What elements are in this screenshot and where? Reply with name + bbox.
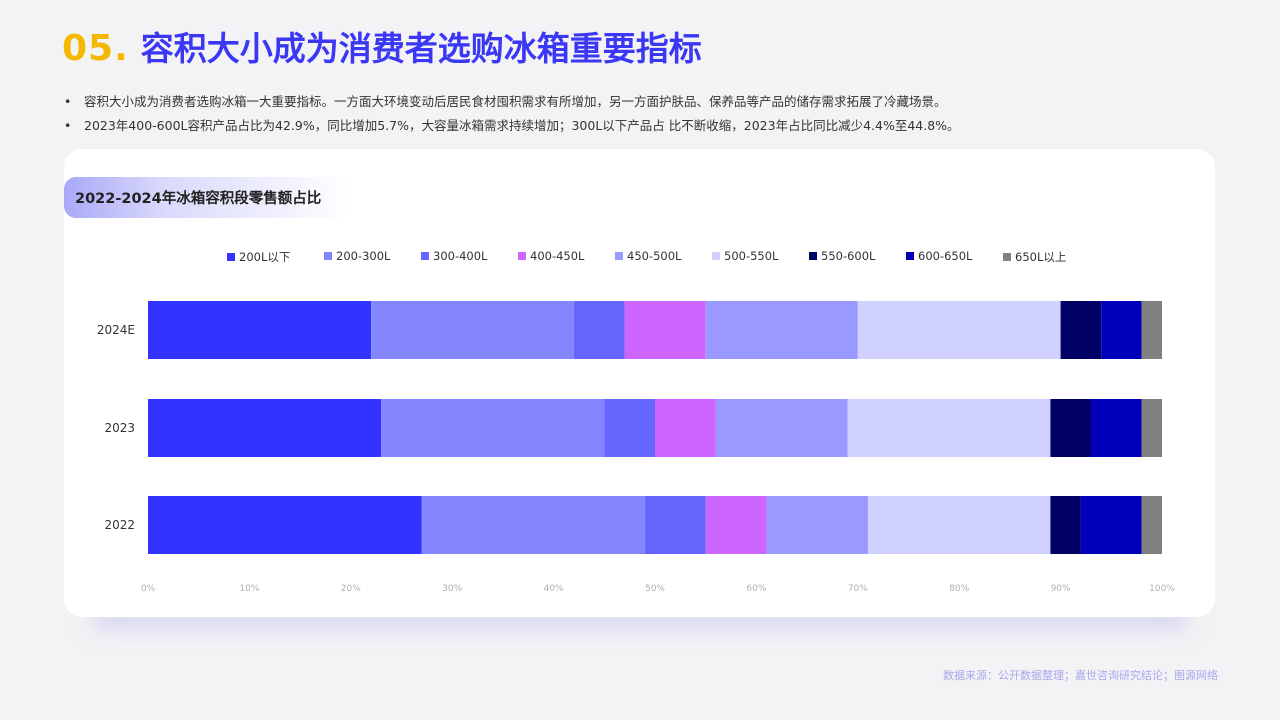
- x-tick-label: 20%: [341, 584, 361, 594]
- bar-segment-2023-600-650L: [1091, 399, 1142, 457]
- legend-item: 450-500L: [615, 249, 681, 263]
- x-tick-label: 0%: [141, 584, 156, 594]
- legend-label: 500-550L: [724, 249, 779, 263]
- bar-segment-2023-200-300L: [381, 399, 605, 457]
- x-tick-label: 50%: [645, 584, 665, 594]
- bullet-item: 容积大小成为消费者选购冰箱一大重要指标。一方面大环境变动后居民食材囤积需求有所增…: [64, 90, 1214, 114]
- bar-segment-2022-650L以上: [1141, 496, 1162, 554]
- bar-segment-2024E-550-600L: [1060, 301, 1102, 359]
- legend-swatch: [421, 252, 429, 260]
- data-source-note: 数据来源：公开数据整理；嘉世咨询研究结论；图源网络: [943, 669, 1218, 682]
- chart-title-tag: [64, 177, 349, 218]
- legend-label: 650L以上: [1015, 250, 1067, 264]
- x-tick-label: 30%: [442, 584, 462, 594]
- bar-segment-2024E-200L以下: [148, 301, 372, 359]
- bullet-list: 容积大小成为消费者选购冰箱一大重要指标。一方面大环境变动后居民食材囤积需求有所增…: [64, 90, 1214, 138]
- legend-item: 600-650L: [906, 249, 972, 263]
- page-title: 05. 容积大小成为消费者选购冰箱重要指标: [62, 22, 702, 70]
- legend-swatch: [227, 253, 235, 261]
- bar-segment-2023-650L以上: [1141, 399, 1162, 457]
- bar-segment-2024E-600-650L: [1101, 301, 1142, 359]
- bar-segment-2024E-650L以上: [1141, 301, 1162, 359]
- legend-item: 400-450L: [518, 249, 584, 263]
- bar-segment-2023-400-450L: [655, 399, 716, 457]
- section-number: 05.: [62, 28, 129, 69]
- x-tick-label: 10%: [239, 584, 259, 594]
- legend-swatch: [906, 252, 914, 260]
- chart-legend: 200L以下 200-300L 300-400L 400-450L 450-500L 50…: [0, 249, 1280, 267]
- legend-label: 600-650L: [918, 249, 973, 263]
- legend-label: 200L以下: [239, 250, 291, 264]
- bar-segment-2022-500-550L: [867, 496, 1051, 554]
- bar-segment-2022-600-650L: [1080, 496, 1142, 554]
- x-tick-label: 40%: [544, 584, 564, 594]
- bar-segment-2022-550-600L: [1050, 496, 1081, 554]
- legend-swatch: [324, 252, 332, 260]
- legend-label: 300-400L: [433, 249, 488, 263]
- legend-swatch: [809, 252, 817, 260]
- x-tick-label: 60%: [746, 584, 766, 594]
- legend-label: 400-450L: [530, 249, 585, 263]
- bar-segment-2024E-300-400L: [573, 301, 625, 359]
- x-tick-label: 70%: [848, 584, 868, 594]
- legend-label: 550-600L: [821, 249, 876, 263]
- legend-item: 200-300L: [324, 249, 390, 263]
- x-tick-label: 90%: [1051, 584, 1071, 594]
- bar-segment-2022-200L以下: [148, 496, 422, 554]
- legend-swatch: [712, 252, 720, 260]
- bar-segment-2022-400-450L: [705, 496, 767, 554]
- legend-label: 200-300L: [336, 249, 391, 263]
- legend-swatch: [518, 252, 526, 260]
- legend-label: 450-500L: [627, 249, 682, 263]
- category-label: 2023: [104, 421, 135, 435]
- section-title: 容积大小成为消费者选购冰箱重要指标: [140, 29, 702, 68]
- bar-segment-2023-200L以下: [148, 399, 382, 457]
- bar-segment-2024E-400-450L: [624, 301, 706, 359]
- legend-item: 550-600L: [809, 249, 875, 263]
- legend-swatch: [615, 252, 623, 260]
- bar-segment-2022-200-300L: [421, 496, 645, 554]
- legend-item: 200L以下: [227, 249, 290, 265]
- bar-segment-2023-500-550L: [847, 399, 1051, 457]
- bar-segment-2023-550-600L: [1050, 399, 1092, 457]
- bar-segment-2024E-500-550L: [857, 301, 1061, 359]
- x-tick-label: 100%: [1149, 584, 1175, 594]
- bar-segment-2024E-450-500L: [705, 301, 858, 359]
- x-tick-label: 80%: [949, 584, 969, 594]
- legend-item: 500-550L: [712, 249, 778, 263]
- category-label: 2022: [104, 518, 135, 532]
- bar-segment-2024E-200-300L: [371, 301, 574, 359]
- bar-segment-2023-450-500L: [715, 399, 848, 457]
- bar-segment-2022-450-500L: [766, 496, 868, 554]
- legend-swatch: [1003, 253, 1011, 261]
- bullet-item: 2023年400-600L容积产品占比为42.9%，同比增加5.7%，大容量冰箱…: [64, 114, 1214, 138]
- category-label: 2024E: [97, 323, 135, 337]
- bar-segment-2023-300-400L: [604, 399, 655, 457]
- legend-item: 300-400L: [421, 249, 487, 263]
- bar-segment-2022-300-400L: [644, 496, 706, 554]
- legend-item: 650L以上: [1003, 249, 1066, 265]
- chart-title: 2022-2024年冰箱容积段零售额占比: [75, 191, 322, 207]
